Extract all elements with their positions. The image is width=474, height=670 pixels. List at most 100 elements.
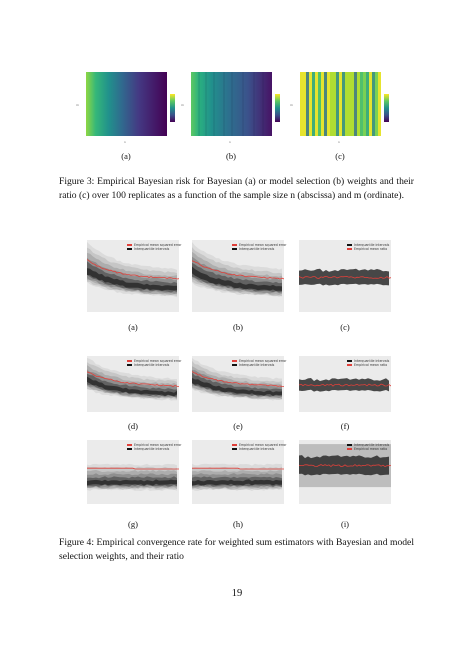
interquantile-band [299, 378, 389, 392]
quantile-band [87, 479, 177, 486]
x-axis-label-n: n [124, 140, 126, 144]
plot-canvas [87, 358, 179, 401]
heatmap-b-canvas [191, 72, 272, 136]
heatmap-column [312, 72, 315, 136]
plot-legend: Empirical mean squared error Interquantil… [232, 243, 287, 251]
plot-legend: Empirical mean squared error Interquantil… [127, 243, 182, 251]
mean-squared-error-line [192, 371, 284, 387]
legend-label: Interquantile intervals [239, 247, 275, 251]
convergence-plot-i [299, 440, 391, 504]
figure-3-caption: Figure 3: Empirical Bayesian risk for Ba… [59, 175, 414, 202]
mean-squared-error-line [192, 260, 284, 280]
legend-label: Empirical mean squared error [239, 359, 287, 363]
legend-swatch [232, 360, 237, 362]
y-axis-label-m-b: m [181, 103, 184, 107]
plot-legend: Empirical mean squared error Interquantil… [232, 443, 287, 451]
heatmap-column [369, 72, 372, 136]
heatmap-column [318, 72, 321, 136]
quantile-band [192, 479, 282, 486]
legend-swatch [347, 364, 352, 366]
legend-swatch [127, 248, 132, 250]
legend-label: Interquantile intervals [239, 363, 275, 367]
legend-swatch [127, 360, 132, 362]
heatmap-a-canvas [86, 72, 167, 136]
plot-legend: Interquantile intervals Empirical mean ra… [347, 243, 389, 251]
convergence-plot-g [87, 440, 179, 504]
heatmap-column [315, 72, 318, 136]
heatmap-risk-ratio [300, 72, 381, 136]
legend-swatch [127, 444, 132, 446]
legend-label: Empirical mean squared error [134, 359, 182, 363]
heatmap-column [300, 72, 303, 136]
plot-canvas [299, 444, 391, 488]
subcaption-4a: (a) [128, 322, 138, 332]
legend-swatch [232, 448, 237, 450]
legend-swatch [127, 448, 132, 450]
heatmap-column [351, 72, 354, 136]
heatmap-model-selection-risk [191, 72, 272, 136]
plot-legend: Empirical mean squared error Interquantil… [127, 359, 182, 367]
mean-ratio-line [299, 276, 391, 279]
colorbar-b [275, 94, 280, 122]
subcaption-4g: (g) [128, 519, 138, 529]
plot-legend: Interquantile intervals Empirical mean ra… [347, 443, 389, 451]
legend-swatch [347, 360, 352, 362]
convergence-plot-h [192, 440, 284, 504]
mean-squared-error-line [87, 371, 179, 387]
colorbar-c [384, 94, 389, 122]
convergence-plot-a [87, 240, 179, 312]
heatmap-column [309, 72, 312, 136]
heatmap-column [378, 72, 381, 136]
heatmap-column [339, 72, 342, 136]
heatmap-column [345, 72, 348, 136]
subcaption-3c: (c) [335, 151, 345, 161]
legend-swatch [347, 248, 352, 250]
plot-canvas [87, 242, 179, 298]
legend-swatch [127, 244, 132, 246]
quantile-band [87, 268, 177, 291]
subcaption-4f: (f) [340, 421, 350, 431]
y-axis-label-m-c: m [290, 103, 293, 107]
heatmap-column [333, 72, 336, 136]
heatmap-column [360, 72, 363, 136]
subcaption-4h: (h) [233, 519, 243, 529]
figure-4-caption: Figure 4: Empirical convergence rate for… [59, 536, 414, 563]
subcaption-4e: (e) [233, 421, 243, 431]
legend-label: Empirical mean ratio [354, 363, 388, 367]
legend-label: Empirical mean squared error [239, 243, 287, 247]
heatmap-column [306, 72, 309, 136]
heatmap-column [357, 72, 360, 136]
mean-ratio-line [299, 464, 391, 468]
heatmap-column [303, 72, 306, 136]
legend-swatch [232, 244, 237, 246]
heatmap-c-canvas [300, 72, 381, 136]
legend-swatch [232, 444, 237, 446]
legend-label: Empirical mean squared error [134, 443, 182, 447]
subcaption-4c: (c) [340, 322, 350, 332]
legend-swatch [232, 248, 237, 250]
subcaption-4b: (b) [233, 322, 243, 332]
legend-label: Interquantile intervals [134, 247, 170, 251]
legend-label: Interquantile intervals [134, 363, 170, 367]
legend-label: Empirical mean ratio [354, 447, 388, 451]
mean-ratio-line [299, 383, 391, 387]
legend-label: Empirical mean squared error [134, 243, 182, 247]
figure-4-caption-body: Empirical convergence rate for weighted … [59, 537, 414, 562]
convergence-plot-c [299, 240, 391, 312]
legend-label: Interquantile intervals [239, 447, 275, 451]
plot-canvas [299, 268, 391, 286]
heatmap-column [324, 72, 327, 136]
plot-canvas [87, 463, 179, 491]
subcaption-3b: (b) [226, 151, 236, 161]
quantile-band [192, 372, 282, 397]
quantile-band [87, 261, 177, 293]
plot-canvas [299, 378, 391, 392]
figure-4-caption-prefix: Figure 4: [59, 537, 95, 548]
heatmap-column [321, 72, 324, 136]
page-number: 19 [231, 588, 243, 599]
heatmap-column [366, 72, 369, 136]
legend-label: Empirical mean squared error [239, 443, 287, 447]
mean-squared-error-line [192, 467, 284, 470]
heatmap-column [336, 72, 339, 136]
legend-label: Interquantile intervals [354, 359, 390, 363]
